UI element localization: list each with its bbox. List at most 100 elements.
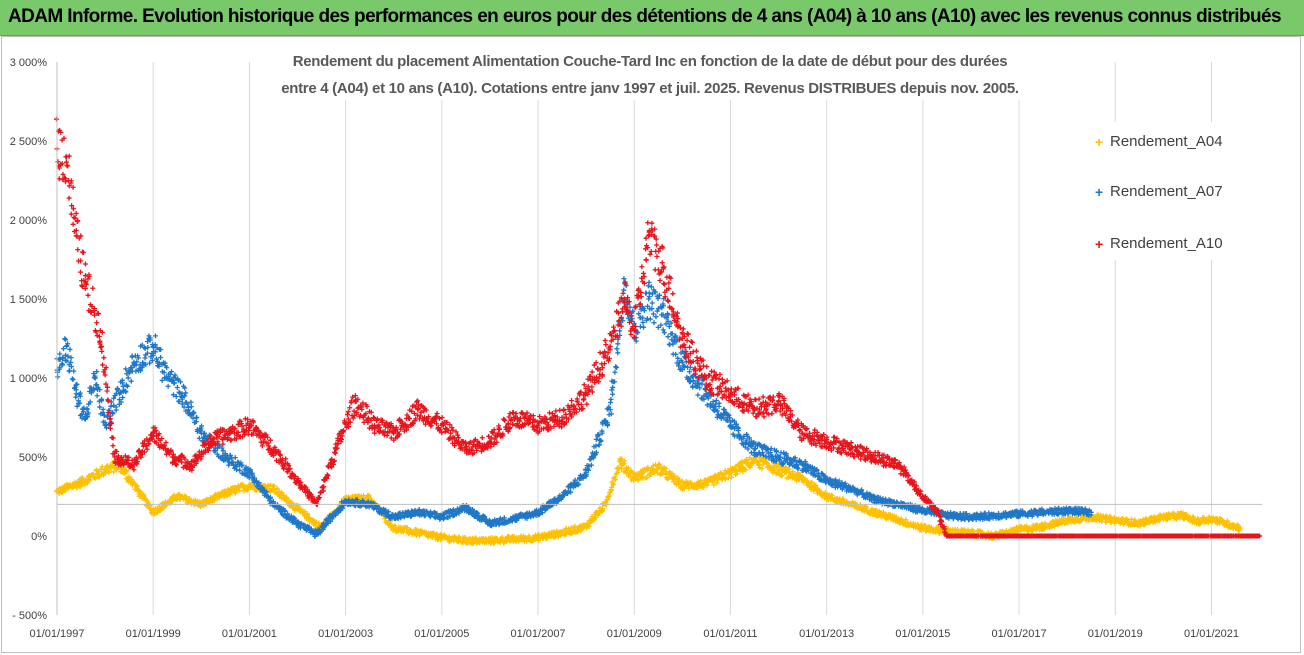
data-point	[134, 359, 140, 365]
data-point	[159, 377, 165, 383]
data-point	[407, 416, 413, 422]
data-point	[100, 362, 106, 368]
data-point	[194, 414, 200, 420]
data-point	[1237, 525, 1243, 531]
data-point	[725, 475, 731, 481]
data-point	[183, 408, 189, 414]
data-point	[333, 450, 339, 456]
data-point	[57, 351, 63, 357]
data-point	[142, 355, 148, 361]
data-point	[1119, 515, 1125, 521]
data-point	[664, 476, 670, 482]
data-point	[637, 324, 643, 330]
data-point	[456, 534, 462, 540]
data-point	[80, 250, 86, 256]
data-point	[78, 269, 84, 275]
data-point	[535, 537, 541, 543]
data-point	[152, 342, 158, 348]
data-point	[239, 462, 245, 468]
data-point	[144, 350, 150, 356]
data-point	[188, 404, 194, 410]
data-point	[653, 314, 659, 320]
data-point	[196, 435, 202, 441]
data-point	[128, 378, 134, 384]
data-point	[129, 354, 135, 360]
data-point	[508, 538, 514, 544]
data-point	[161, 505, 167, 511]
data-point	[615, 341, 621, 347]
data-point	[183, 494, 189, 500]
data-point	[73, 394, 79, 400]
data-point	[588, 462, 594, 468]
data-point	[898, 516, 904, 522]
data-point	[138, 368, 144, 374]
data-point	[124, 371, 130, 377]
data-point	[617, 328, 623, 334]
data-point	[586, 524, 592, 530]
data-point	[1236, 528, 1242, 534]
data-point	[698, 478, 704, 484]
data-point	[144, 446, 150, 452]
data-point	[646, 279, 652, 285]
data-point	[612, 369, 618, 375]
data-point	[87, 399, 93, 405]
data-point	[695, 485, 701, 491]
data-point	[548, 532, 554, 538]
data-point	[147, 335, 153, 341]
data-point	[142, 346, 148, 352]
data-point	[193, 419, 199, 425]
data-point	[704, 482, 710, 488]
data-point	[647, 316, 653, 322]
data-point	[651, 320, 657, 326]
data-point	[626, 473, 632, 479]
data-point	[873, 508, 879, 514]
data-point	[145, 344, 151, 350]
data-point	[1195, 516, 1201, 522]
data-point	[152, 349, 158, 355]
data-point	[235, 459, 241, 465]
data-point	[63, 337, 69, 343]
data-point	[100, 409, 106, 415]
data-point	[101, 355, 107, 361]
data-point	[149, 358, 155, 364]
data-point	[67, 346, 73, 352]
data-point	[97, 338, 103, 344]
data-point	[60, 354, 66, 360]
data-point	[609, 479, 615, 485]
data-point	[621, 287, 627, 293]
data-point	[813, 483, 819, 489]
data-point	[80, 409, 86, 415]
data-point	[60, 346, 66, 352]
data-point	[608, 396, 614, 402]
data-point	[1112, 520, 1118, 526]
data-point	[1165, 516, 1171, 522]
data-point	[64, 358, 70, 364]
data-point	[779, 473, 785, 479]
data-point	[182, 385, 188, 391]
data-point	[609, 484, 615, 490]
data-point	[185, 401, 191, 407]
data-point	[236, 488, 242, 494]
data-point	[91, 370, 97, 376]
data-point	[97, 404, 103, 410]
data-point	[599, 505, 605, 511]
data-point	[676, 482, 682, 488]
data-point	[202, 430, 208, 436]
data-point	[572, 523, 578, 529]
data-point	[603, 502, 609, 508]
data-point	[743, 467, 749, 473]
data-point	[98, 398, 104, 404]
data-point	[99, 464, 105, 470]
data-point	[94, 369, 100, 375]
data-point	[179, 401, 185, 407]
data-point	[168, 369, 174, 375]
data-point	[695, 392, 701, 398]
data-point	[613, 364, 619, 370]
data-point	[232, 455, 238, 461]
data-point	[82, 261, 88, 267]
data-point	[687, 369, 693, 375]
data-point	[645, 283, 651, 289]
data-point	[622, 458, 628, 464]
data-point	[167, 371, 173, 377]
data-point	[84, 480, 90, 486]
